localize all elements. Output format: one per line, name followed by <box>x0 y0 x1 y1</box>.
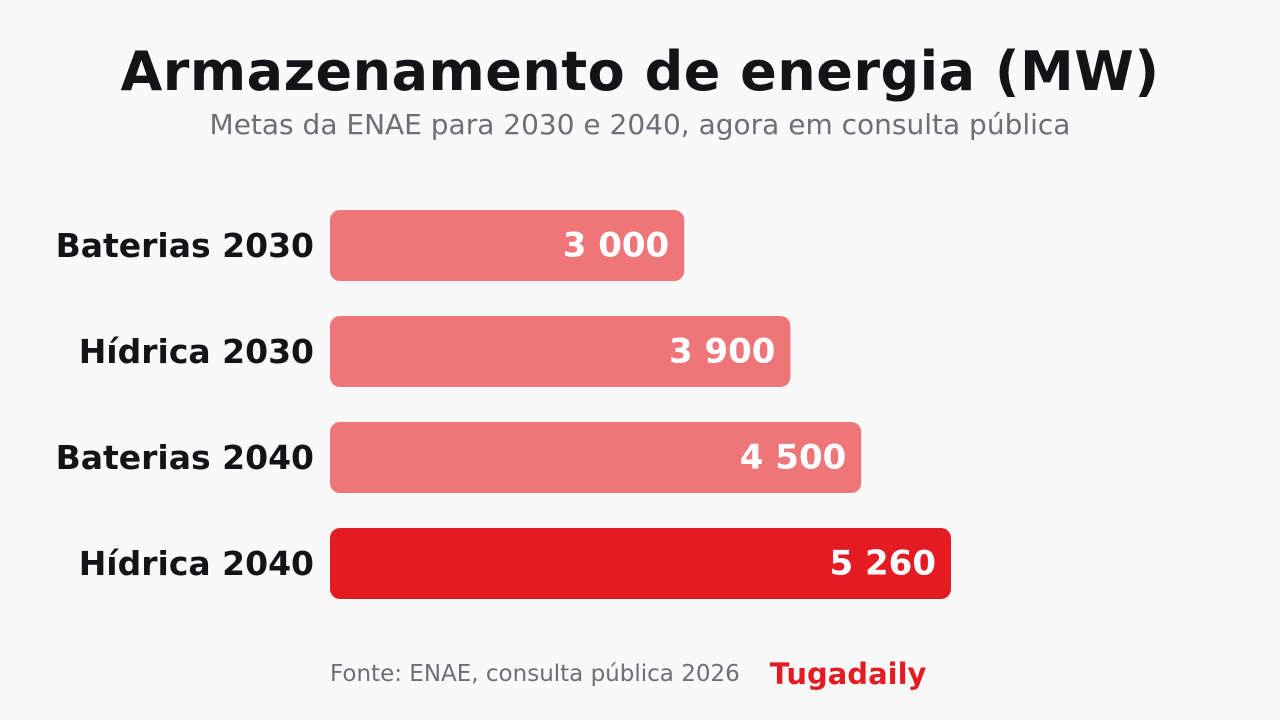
value-label: 3 000 <box>563 226 669 266</box>
value-label: 5 260 <box>830 544 936 584</box>
value-label: 4 500 <box>740 438 846 478</box>
value-label: 3 900 <box>669 332 775 372</box>
source-note: Fonte: ENAE, consulta pública 2026 <box>330 661 740 687</box>
brand-logo[interactable]: Tugadaily <box>769 657 927 691</box>
category-label: Baterias 2030 <box>56 226 314 265</box>
bar-baterias-2030 <box>330 210 685 281</box>
category-label: Baterias 2040 <box>56 438 314 477</box>
category-label: Hídrica 2030 <box>79 332 314 371</box>
category-label: Hídrica 2040 <box>79 544 314 583</box>
chart-subtitle: Metas da ENAE para 2030 e 2040, agora em… <box>209 108 1071 141</box>
chart-title: Armazenamento de energia (MW) <box>120 40 1160 103</box>
bar-baterias-2040 <box>330 422 862 493</box>
bar-h-drica-2040 <box>330 528 951 599</box>
chart-footer: Fonte: ENAE, consulta pública 2026 Tugad… <box>330 656 926 692</box>
bar-h-drica-2030 <box>330 316 791 387</box>
